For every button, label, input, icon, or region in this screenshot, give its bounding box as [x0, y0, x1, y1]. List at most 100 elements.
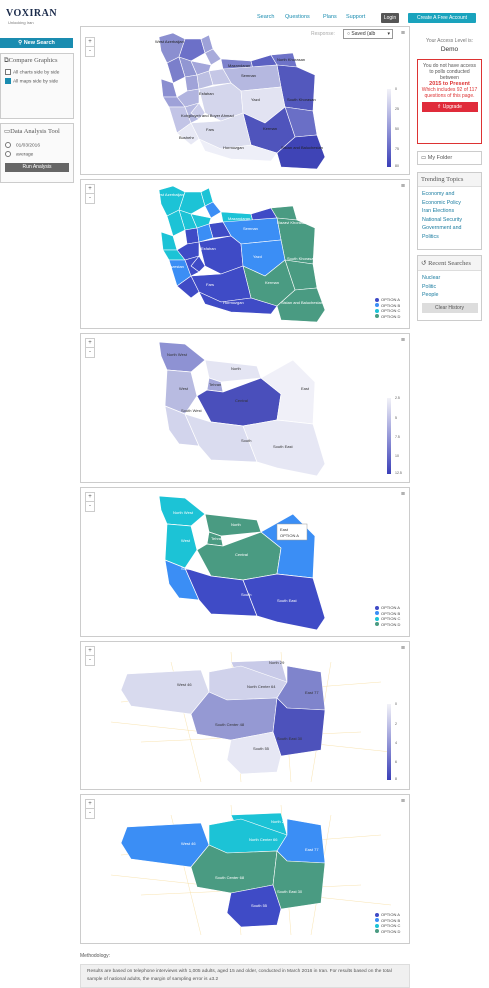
legend-item-a[interactable]: OPTION A [375, 605, 400, 611]
label-south-west: South West [181, 566, 202, 571]
scale-tick: 5 [395, 416, 397, 420]
chart-menu-icon[interactable]: ≡ [400, 183, 405, 190]
zoom-out-button[interactable]: - [89, 48, 91, 54]
response-select[interactable]: ○ Saved (alb ▾ [343, 29, 393, 39]
clear-history-button[interactable]: Clear History [421, 302, 478, 313]
trending-item[interactable]: Iran Elections [422, 208, 455, 214]
zoom-in-button[interactable]: + [86, 339, 94, 348]
zoom-in-button[interactable]: + [86, 185, 94, 194]
label-south: South 55 [251, 903, 268, 908]
tooltip-region: East [280, 527, 289, 532]
logo[interactable]: VOXIRAN [6, 8, 58, 19]
label-south-east: South East 30 [277, 889, 303, 894]
new-search-button[interactable]: ⚲ New Search [0, 38, 73, 48]
chart-menu-icon[interactable]: ≡ [400, 30, 405, 37]
zoom-out-button[interactable]: - [89, 810, 91, 816]
region-east-az [178, 191, 206, 215]
legend-item-c[interactable]: OPTION C [375, 923, 400, 929]
legend-item-d[interactable]: OPTION D [375, 314, 400, 320]
top-bar: VOXIRAN Unlocking Iran Search Questions … [0, 0, 489, 30]
zoom-out-button[interactable]: - [89, 349, 91, 355]
region-north-west [158, 341, 206, 373]
run-analysis-button[interactable]: Run Analysis [5, 162, 69, 172]
recent-item[interactable]: People [422, 292, 439, 298]
label-west-az: West Azerbaijan [155, 39, 184, 44]
chart-menu-icon[interactable]: ≡ [400, 337, 405, 344]
chart-menu-icon[interactable]: ≡ [400, 491, 405, 498]
label-east: East 77 [305, 847, 319, 852]
label-sistan: Sistan and Baluchestan [281, 145, 323, 150]
legend-item-b[interactable]: OPTION B [375, 918, 400, 924]
legend-item-d[interactable]: OPTION D [375, 929, 400, 935]
legend-item-c[interactable]: OPTION C [375, 616, 400, 622]
legend-item-a[interactable]: OPTION A [375, 297, 400, 303]
tehran-map-options: West 46 North 22 North Center 66 East 77… [110, 804, 392, 936]
region-sistan [276, 134, 326, 170]
nav-questions[interactable]: Questions [285, 14, 310, 20]
zoom-in-button[interactable]: + [86, 493, 94, 502]
region-kohgiluyeh [184, 102, 200, 124]
zoom-in-button[interactable]: + [86, 800, 94, 809]
average-radio[interactable] [5, 151, 11, 158]
label-south-east: South East [273, 444, 293, 449]
label-mazandaran: Mazandaran [228, 216, 250, 221]
region-west [164, 523, 198, 569]
analysis-average-option[interactable]: average [1, 150, 73, 159]
trending-item[interactable]: National Security [422, 216, 463, 223]
nav-search[interactable]: Search [257, 14, 275, 20]
legend-item-a[interactable]: OPTION A [375, 912, 400, 918]
history-icon: ↺ [421, 260, 429, 267]
recent-item[interactable]: Nuclear [422, 275, 441, 281]
label-central: Central [235, 398, 248, 403]
color-scale-bar [387, 398, 391, 474]
region-hamadan [184, 74, 200, 92]
my-folder-link[interactable]: ▭ My Folder [417, 151, 482, 165]
nav-support[interactable]: Support [346, 14, 366, 20]
charts-checkbox[interactable] [5, 69, 11, 75]
legend-item-c[interactable]: OPTION C [375, 308, 400, 314]
analysis-date-option[interactable]: 01/03/2016 [1, 141, 73, 150]
zoom-in-button[interactable]: + [86, 647, 94, 656]
label-central: Central [235, 552, 248, 557]
recent-item[interactable]: Politic [422, 283, 437, 290]
legend-item-b[interactable]: OPTION B [375, 611, 400, 617]
date-radio[interactable] [5, 142, 11, 148]
zoom-out-button[interactable]: - [89, 195, 91, 201]
maps-checkbox[interactable] [5, 78, 11, 85]
scale-tick: 8 [395, 777, 397, 781]
nav-plans[interactable]: Plans [323, 14, 337, 20]
login-button[interactable]: Login [381, 13, 399, 23]
upgrade-button[interactable]: ⇑ Upgrade [421, 102, 478, 112]
trending-item[interactable]: Economy and Economic Policy [422, 191, 461, 206]
zoom-out-button[interactable]: - [89, 657, 91, 663]
zone-south [226, 884, 282, 928]
label-south: South 55 [253, 746, 270, 751]
label-north: North 22 [271, 819, 287, 824]
label-south: South [241, 438, 251, 443]
label-sistan: Sistan and Baluchestan [281, 300, 323, 305]
legend-dot [375, 297, 379, 302]
label-south-khorasan: South Khorasan [287, 256, 316, 261]
legend-item-d[interactable]: OPTION D [375, 622, 400, 628]
label-kerman: Kerman [263, 126, 277, 131]
chart-menu-icon[interactable]: ≡ [400, 645, 405, 652]
region-markazi [196, 70, 214, 90]
trending-item[interactable]: Government and Politics [422, 225, 462, 240]
zoom-out-button[interactable]: - [89, 503, 91, 509]
region-west [164, 369, 198, 415]
label-east: East 77 [305, 690, 319, 695]
methodology-text: Results are based on telephone interview… [80, 964, 410, 988]
zoom-control: + - [85, 338, 95, 358]
label-south: South [241, 592, 251, 597]
create-account-button[interactable]: Create A Free Account [408, 13, 476, 23]
iran-regions-gradient: North West North West Tehran Central Eas… [158, 341, 326, 477]
zoom-in-button[interactable]: + [86, 38, 94, 47]
legend-item-b[interactable]: OPTION B [375, 303, 400, 309]
compare-charts-option[interactable]: All charts side by side [1, 68, 73, 77]
label-south-center: South Center 48 [215, 722, 245, 727]
compare-maps-option[interactable]: All maps side by side [1, 77, 73, 86]
label-south-east: South East [277, 598, 297, 603]
map-card-provinces-scale: + - Response: ○ Saved (alb ▾ ≡ [80, 26, 410, 175]
scale-tick: 80 [395, 164, 399, 168]
chart-menu-icon[interactable]: ≡ [400, 798, 405, 805]
